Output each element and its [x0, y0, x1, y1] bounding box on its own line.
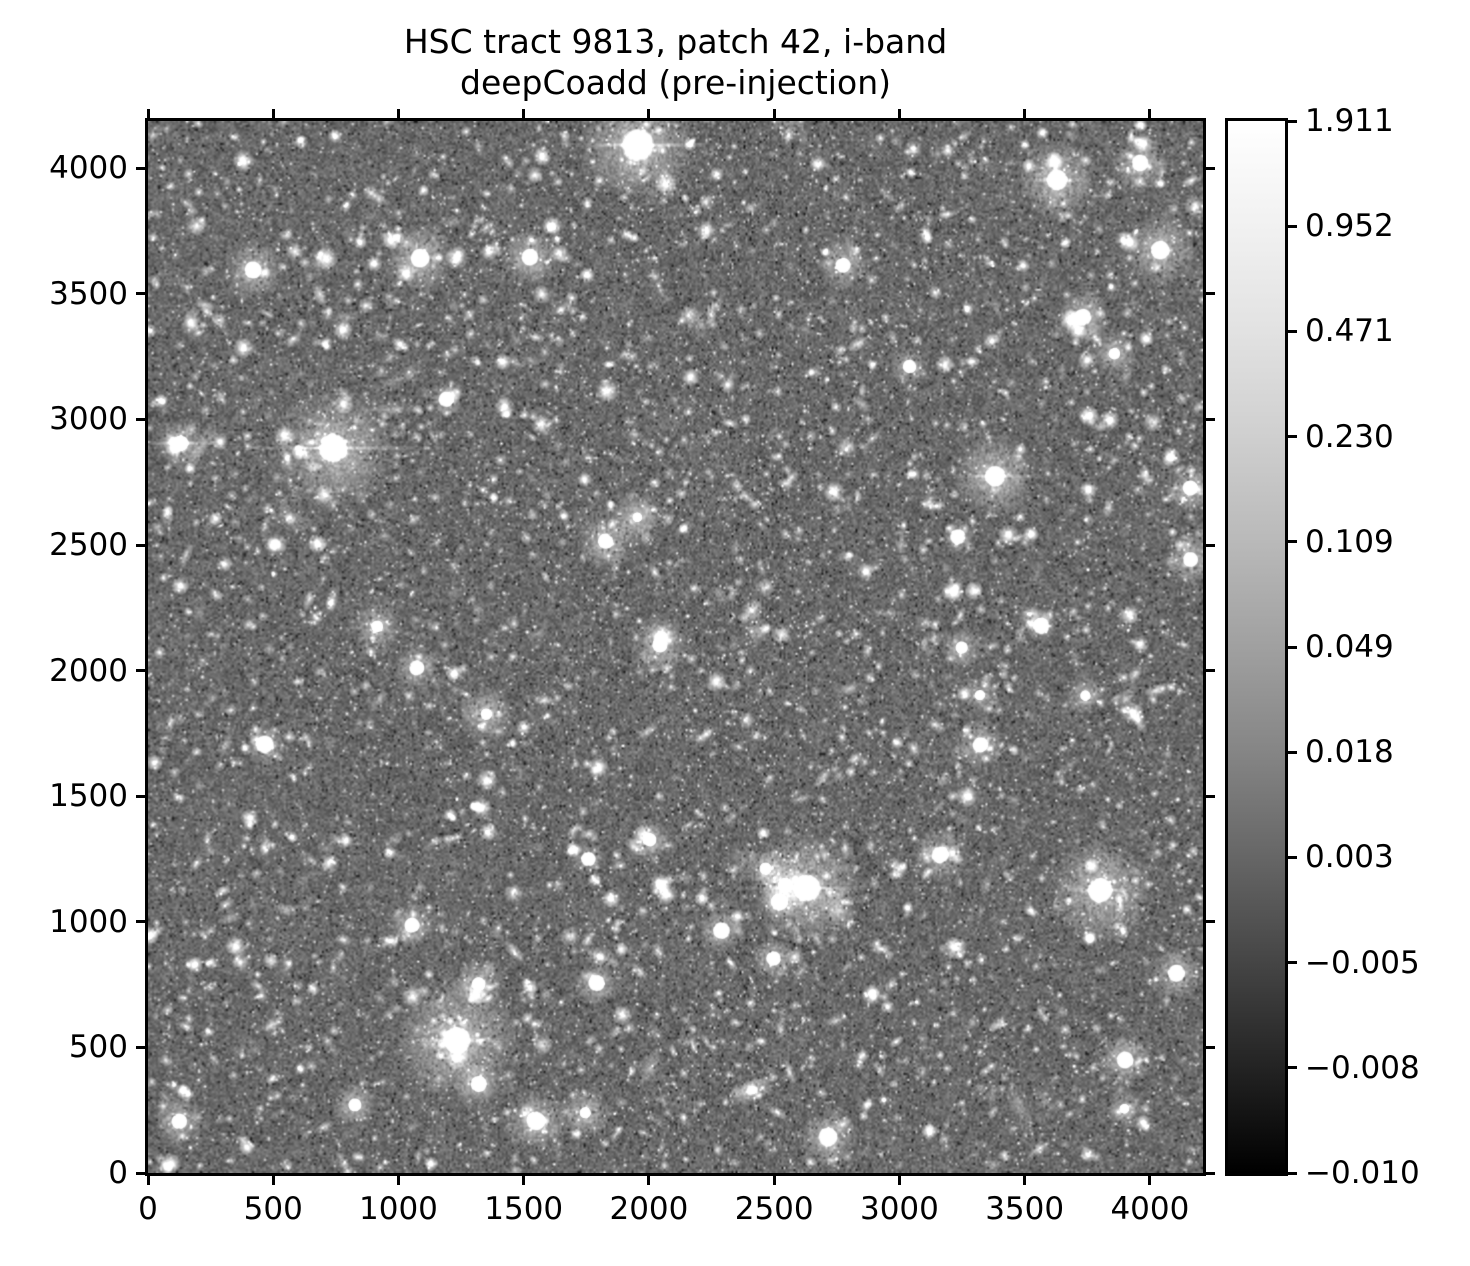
colorbar-tick — [1288, 119, 1297, 123]
colorbar-tick — [1288, 961, 1297, 965]
colorbar-tick — [1288, 645, 1297, 649]
colorbar-tick — [1288, 750, 1297, 754]
colorbar-tick-label: 0.471 — [1305, 313, 1394, 350]
y-axis-right-tick — [1206, 794, 1215, 798]
y-axis-tick — [136, 166, 145, 170]
x-axis-tick — [1023, 1176, 1027, 1185]
y-tick-label: 3500 — [49, 275, 128, 312]
y-axis-right-tick — [1206, 669, 1215, 673]
y-axis-right-tick — [1206, 417, 1215, 421]
colorbar-tick — [1288, 540, 1297, 544]
y-axis-tick — [136, 292, 145, 296]
y-axis-tick — [136, 543, 145, 547]
starfield-image — [148, 121, 1203, 1173]
x-axis-tick — [146, 1176, 150, 1185]
colorbar-tick-label: −0.010 — [1305, 1155, 1420, 1191]
y-axis-right-tick — [1206, 1045, 1215, 1049]
y-tick-label: 3000 — [49, 401, 128, 438]
colorbar-tick-label: 0.109 — [1305, 523, 1394, 560]
x-tick-label: 500 — [243, 1191, 303, 1227]
y-axis-right-tick — [1206, 543, 1215, 547]
x-axis-tick — [396, 1176, 400, 1185]
colorbar-tick — [1288, 855, 1297, 859]
y-axis-right-tick — [1206, 292, 1215, 296]
x-tick-label: 4000 — [1110, 1191, 1190, 1227]
x-axis-top-tick — [1023, 109, 1027, 118]
colorbar-tick-label: 0.003 — [1305, 839, 1394, 876]
colorbar-tick-label: 0.018 — [1305, 734, 1394, 771]
image-axes — [145, 118, 1206, 1176]
colorbar-tick-label: −0.005 — [1305, 944, 1420, 981]
colorbar-tick — [1288, 1171, 1297, 1175]
x-axis-top-tick — [146, 109, 150, 118]
x-tick-label: 3000 — [859, 1191, 939, 1227]
colorbar-tick-label: −0.008 — [1305, 1049, 1420, 1086]
colorbar-tick — [1288, 329, 1297, 333]
colorbar-tick-label: 0.049 — [1305, 629, 1394, 665]
y-tick-label: 0 — [108, 1155, 128, 1191]
figure-title-line1: HSC tract 9813, patch 42, i-band — [403, 22, 948, 61]
y-axis-tick — [136, 794, 145, 798]
y-axis-tick — [136, 1045, 145, 1049]
y-tick-label: 4000 — [49, 150, 128, 187]
x-axis-top-tick — [1148, 109, 1152, 118]
x-axis-tick — [647, 1176, 651, 1185]
y-tick-label: 2000 — [49, 652, 128, 689]
x-axis-top-tick — [772, 109, 776, 118]
x-axis-top-tick — [647, 109, 651, 118]
y-axis-right-tick — [1206, 166, 1215, 170]
x-tick-label: 1500 — [484, 1191, 564, 1227]
colorbar-tick-label: 0.230 — [1305, 418, 1394, 455]
figure-title-line2: deepCoadd (pre-injection) — [460, 63, 891, 102]
y-axis-tick — [136, 1171, 145, 1175]
x-tick-label: 1000 — [359, 1191, 438, 1227]
figure-title: HSC tract 9813, patch 42, i-band deepCoa… — [145, 21, 1206, 103]
y-axis-tick — [136, 669, 145, 673]
colorbar-tick — [1288, 435, 1297, 439]
x-tick-label: 3500 — [985, 1191, 1065, 1227]
x-axis-top-tick — [396, 109, 400, 118]
colorbar — [1225, 118, 1288, 1176]
y-axis-right-tick — [1206, 920, 1215, 924]
y-axis-tick — [136, 417, 145, 421]
y-tick-label: 2500 — [49, 527, 128, 563]
colorbar-tick-label: 1.911 — [1305, 103, 1394, 139]
x-tick-label: 2500 — [734, 1191, 814, 1227]
colorbar-tick — [1288, 1066, 1297, 1070]
y-tick-label: 1500 — [49, 778, 128, 815]
y-axis-right-tick — [1206, 1171, 1215, 1175]
y-tick-label: 1000 — [49, 903, 128, 940]
x-tick-label: 2000 — [609, 1191, 689, 1227]
x-tick-label: 0 — [138, 1191, 158, 1227]
x-axis-tick — [522, 1176, 526, 1185]
x-axis-tick — [772, 1176, 776, 1185]
colorbar-tick-label: 0.952 — [1305, 208, 1394, 245]
x-axis-tick — [271, 1176, 275, 1185]
y-axis-tick — [136, 920, 145, 924]
x-axis-tick — [1148, 1176, 1152, 1185]
y-tick-label: 500 — [68, 1029, 128, 1066]
x-axis-top-tick — [897, 109, 901, 118]
x-axis-tick — [897, 1176, 901, 1185]
x-axis-top-tick — [522, 109, 526, 118]
x-axis-top-tick — [271, 109, 275, 118]
colorbar-tick — [1288, 224, 1297, 228]
